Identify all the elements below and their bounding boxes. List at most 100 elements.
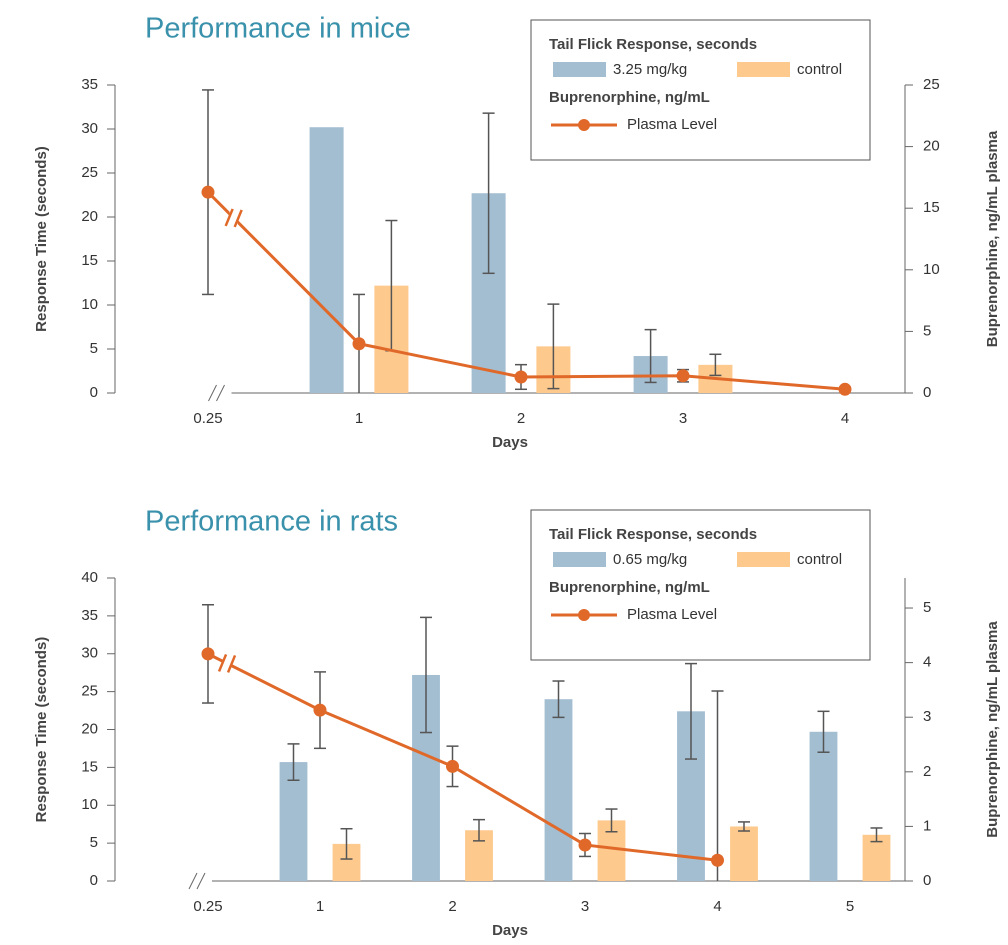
bar	[309, 127, 344, 394]
y-tick-label: 0	[90, 872, 98, 889]
x-tick-label: 4	[841, 410, 849, 427]
legend-label: Plasma Level	[627, 606, 717, 623]
x-tick-label: 2	[448, 898, 456, 915]
y2-tick-label: 25	[923, 76, 940, 93]
error-bar	[817, 710, 830, 753]
error-bar	[340, 827, 353, 860]
error-bar	[644, 328, 657, 384]
y-tick-label: 5	[90, 834, 98, 851]
y2-tick-label: 4	[923, 654, 931, 671]
y-tick-label: 25	[81, 683, 98, 700]
bar	[730, 826, 758, 881]
y-tick-label: 10	[81, 796, 98, 813]
point	[578, 838, 592, 852]
y2-tick-label: 0	[923, 384, 931, 401]
legend-label: 3.25 mg/kg	[613, 61, 687, 78]
error-bar	[738, 821, 750, 832]
chart-title: Performance in mice	[145, 13, 411, 45]
x-tick-label: 3	[581, 898, 589, 915]
y-axis-label: Response Time (seconds)	[33, 146, 50, 332]
legend: Tail Flick Response, seconds 3.25 mg/kg co…	[530, 19, 871, 161]
legend-title: Tail Flick Response, seconds	[549, 36, 757, 53]
chart-title: Performance in rats	[145, 506, 398, 538]
y-tick-label: 40	[81, 569, 98, 586]
legend-box	[530, 19, 871, 161]
error-bar	[709, 353, 722, 377]
error-bar	[685, 662, 697, 760]
line-break	[224, 208, 234, 227]
legend-label: 0.65 mg/kg	[613, 551, 687, 568]
line-break-gap	[229, 207, 238, 228]
legend-swatch	[553, 552, 606, 567]
legend-label: Plasma Level	[627, 116, 717, 133]
y2-tick-label: 5	[923, 599, 931, 616]
y-axis-label: Response Time (seconds)	[33, 637, 50, 823]
y2-tick-label: 2	[923, 763, 931, 780]
error-bar	[605, 808, 618, 833]
chart: Performance in mice 0 5 10 15 20 25 30 35 0 5 10 15 2…	[33, 13, 1001, 451]
legend: Tail Flick Response, seconds 0.65 mg/kg co…	[530, 509, 871, 661]
y-tick-label: 15	[81, 758, 98, 775]
error-bar	[482, 112, 495, 275]
legend-box	[530, 509, 871, 661]
x-tick-label: 2	[517, 410, 525, 427]
bar	[279, 762, 308, 881]
y2-tick-label: 10	[923, 261, 940, 278]
y2-tick-label: 0	[923, 872, 931, 889]
legend-marker	[578, 119, 590, 131]
x-axis-label: Days	[492, 922, 528, 939]
legend-marker	[578, 609, 590, 621]
x-tick-label: 1	[355, 410, 363, 427]
point	[201, 185, 215, 199]
legend-title: Buprenorphine, ng/mL	[549, 89, 710, 106]
axis-break	[188, 872, 198, 890]
y-tick-label: 25	[81, 164, 98, 181]
chart: Performance in rats051015202530354001234…	[33, 506, 1001, 939]
error-bar	[287, 743, 300, 782]
y-tick-label: 20	[81, 720, 98, 737]
point	[711, 853, 724, 867]
error-bar	[711, 690, 724, 881]
y-tick-label: 10	[81, 296, 98, 313]
axis-break	[216, 384, 225, 402]
y2-tick-label: 5	[923, 322, 931, 339]
y2-tick-label: 1	[923, 817, 931, 834]
y-tick-label: 35	[81, 76, 98, 93]
legend-swatch	[553, 62, 606, 77]
y-tick-label: 20	[81, 208, 98, 225]
line-break	[226, 654, 237, 673]
y2-tick-label: 20	[923, 138, 940, 155]
legend-title: Buprenorphine, ng/mL	[549, 579, 710, 596]
x-tick-label: 0.25	[193, 410, 222, 427]
x-tick-label: 1	[316, 898, 324, 915]
y2-axis-label: Buprenorphine, ng/mL plasma	[984, 130, 1001, 347]
error-bar	[552, 680, 565, 719]
bar	[544, 699, 573, 881]
point	[352, 337, 366, 351]
line-break-gap	[223, 653, 232, 674]
x-tick-label: 3	[679, 410, 687, 427]
y-tick-label: 35	[81, 607, 98, 624]
x-axis-label: Days	[492, 434, 528, 451]
y2-tick-label: 3	[923, 708, 931, 725]
error-bar	[870, 827, 883, 843]
legend-title: Tail Flick Response, seconds	[549, 526, 757, 543]
legend-label: control	[797, 551, 842, 568]
y-tick-label: 15	[81, 252, 98, 269]
point	[676, 369, 690, 383]
point	[446, 759, 459, 773]
line-break	[233, 209, 243, 228]
line-break	[217, 653, 228, 672]
error-bar	[473, 818, 485, 842]
y-tick-label: 5	[90, 340, 98, 357]
y-tick-label: 30	[81, 120, 98, 137]
error-bar	[547, 303, 560, 390]
point	[201, 647, 215, 661]
x-tick-label: 4	[713, 898, 721, 915]
y-tick-label: 30	[81, 645, 98, 662]
legend-swatch	[737, 62, 790, 77]
y2-tick-label: 15	[923, 199, 940, 216]
y2-axis-label: Buprenorphine, ng/mL plasma	[984, 621, 1001, 838]
line	[206, 191, 846, 391]
